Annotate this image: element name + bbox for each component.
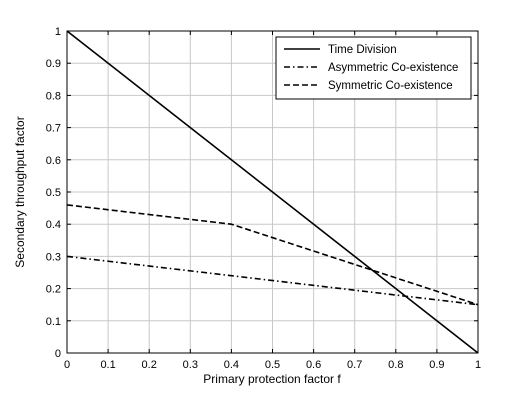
- y-axis-title: Secondary throughput factor: [13, 116, 27, 267]
- x-tick-label: 1: [475, 359, 481, 371]
- y-tick-label: 0.5: [46, 187, 61, 199]
- x-tick-label: 0.2: [142, 359, 157, 371]
- series-line-solid: [66, 30, 479, 354]
- legend: Time Division Asymmetric Co-existence Symm…: [275, 36, 472, 100]
- y-tick-label: 0: [55, 348, 61, 360]
- x-tick-label: 0.7: [347, 359, 362, 371]
- x-tick-label: 0: [64, 359, 70, 371]
- series-line-dash-dot: [66, 255, 479, 306]
- x-tick-label: 0.6: [306, 359, 321, 371]
- y-tick-label: 0.9: [46, 58, 61, 70]
- y-tick-label: 0.2: [46, 284, 61, 296]
- y-tick-label: 0.6: [46, 155, 61, 167]
- legend-label: Time Division: [328, 44, 397, 56]
- axis-ticks: 0 0.1 0.2 0.3 0.4 0.5 0.6 0.7 0.8 0.9 1 0 0.1 0.2 0.3 0…: [46, 26, 481, 371]
- series-line-dashed: [66, 204, 479, 306]
- x-tick-label: 0.4: [224, 359, 239, 371]
- y-tick-label: 1: [55, 26, 61, 38]
- y-tick-label: 0.1: [46, 316, 61, 328]
- x-axis-title: Primary protection factor f: [203, 372, 341, 386]
- x-tick-label: 0.3: [183, 359, 198, 371]
- y-tick-label: 0.4: [46, 219, 61, 231]
- series-lines: [66, 30, 479, 354]
- y-tick-label: 0.8: [46, 90, 61, 102]
- y-tick-label: 0.3: [46, 251, 61, 263]
- legend-label: Symmetric Co-existence: [328, 80, 453, 92]
- x-tick-label: 0.9: [429, 359, 444, 371]
- x-tick-label: 0.5: [265, 359, 280, 371]
- legend-box: [275, 36, 472, 100]
- legend-label: Asymmetric Co-existence: [328, 62, 458, 74]
- x-tick-label: 0.1: [100, 359, 115, 371]
- x-tick-label: 0.8: [388, 359, 403, 371]
- y-tick-label: 0.7: [46, 123, 61, 135]
